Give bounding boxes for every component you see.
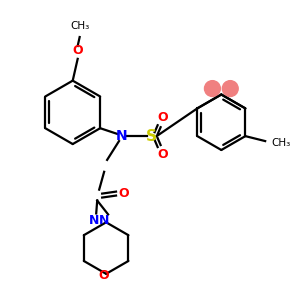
Text: N: N bbox=[116, 129, 128, 143]
Circle shape bbox=[205, 81, 220, 97]
Text: O: O bbox=[99, 269, 110, 282]
Text: N: N bbox=[99, 214, 109, 227]
Text: O: O bbox=[157, 148, 168, 161]
Text: CH₃: CH₃ bbox=[271, 138, 290, 148]
Text: O: O bbox=[157, 111, 168, 124]
Text: O: O bbox=[72, 44, 83, 57]
Text: N: N bbox=[89, 214, 99, 227]
Circle shape bbox=[222, 81, 238, 97]
Text: S: S bbox=[146, 129, 157, 144]
Text: O: O bbox=[118, 187, 129, 200]
Text: CH₃: CH₃ bbox=[70, 21, 89, 31]
